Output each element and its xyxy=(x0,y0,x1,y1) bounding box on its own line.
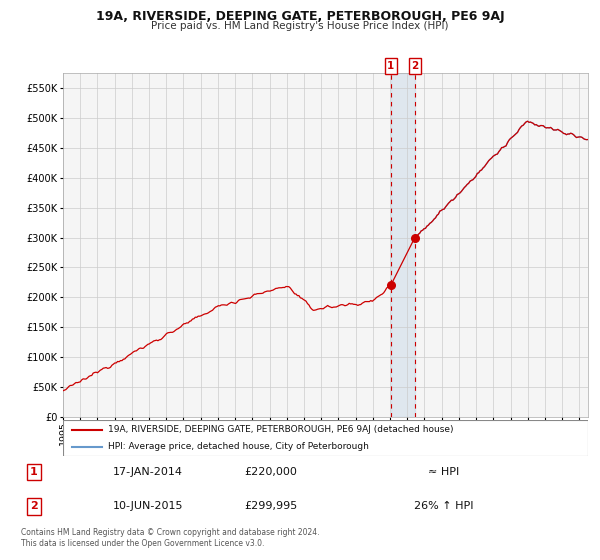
Text: 19A, RIVERSIDE, DEEPING GATE, PETERBOROUGH, PE6 9AJ (detached house): 19A, RIVERSIDE, DEEPING GATE, PETERBOROU… xyxy=(107,426,453,435)
Text: 10-JUN-2015: 10-JUN-2015 xyxy=(113,501,184,511)
Text: Contains HM Land Registry data © Crown copyright and database right 2024.: Contains HM Land Registry data © Crown c… xyxy=(21,528,320,536)
Text: This data is licensed under the Open Government Licence v3.0.: This data is licensed under the Open Gov… xyxy=(21,539,265,548)
Bar xyxy=(391,73,415,417)
Text: 26% ↑ HPI: 26% ↑ HPI xyxy=(414,501,474,511)
Text: 2: 2 xyxy=(30,501,38,511)
Text: ≈ HPI: ≈ HPI xyxy=(428,467,460,477)
Text: 2: 2 xyxy=(411,61,418,71)
Text: Price paid vs. HM Land Registry's House Price Index (HPI): Price paid vs. HM Land Registry's House … xyxy=(151,21,449,31)
Text: £220,000: £220,000 xyxy=(245,467,298,477)
Text: 1: 1 xyxy=(30,467,38,477)
Text: 17-JAN-2014: 17-JAN-2014 xyxy=(113,467,183,477)
Text: £299,995: £299,995 xyxy=(245,501,298,511)
Text: 19A, RIVERSIDE, DEEPING GATE, PETERBOROUGH, PE6 9AJ: 19A, RIVERSIDE, DEEPING GATE, PETERBOROU… xyxy=(95,10,505,23)
Text: HPI: Average price, detached house, City of Peterborough: HPI: Average price, detached house, City… xyxy=(107,442,368,451)
Text: 1: 1 xyxy=(387,61,394,71)
FancyBboxPatch shape xyxy=(63,420,588,456)
